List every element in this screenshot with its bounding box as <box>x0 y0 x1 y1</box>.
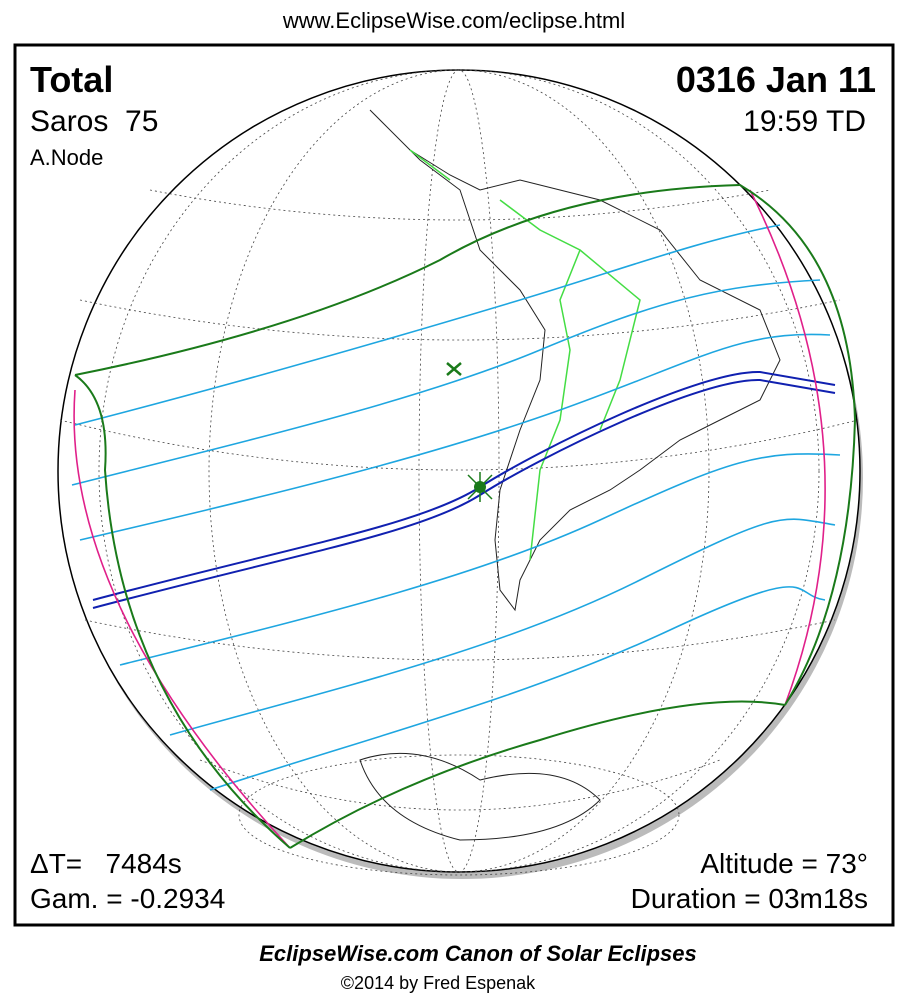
penumbra-limit <box>289 700 786 849</box>
rise-set-curve <box>749 189 826 706</box>
url: www.EclipseWise.com/eclipse.html <box>282 8 625 33</box>
path-limit <box>74 224 781 426</box>
meridian <box>208 69 710 873</box>
time: 19:59 TD <box>743 105 866 138</box>
path-limit <box>79 333 831 541</box>
path-limit <box>119 453 841 666</box>
penumbra-limit <box>739 184 857 706</box>
footer-title: EclipseWise.com Canon of Solar Eclipses <box>259 941 697 966</box>
parallel <box>238 754 680 876</box>
copyright: ©2014 by Fred Espenak <box>341 973 536 993</box>
penumbra-limit <box>74 184 741 376</box>
continent <box>369 109 781 612</box>
greatest-eclipse <box>467 472 493 502</box>
meridian <box>98 69 820 873</box>
gamma: Gam. = -0.2934 <box>30 883 225 914</box>
rise-set-curve <box>73 389 291 849</box>
path-limit <box>209 586 826 791</box>
date: 0316 Jan 11 <box>676 59 876 100</box>
meridian <box>418 69 500 873</box>
sub-solar-point <box>446 362 462 376</box>
path-limit <box>169 518 836 736</box>
parallel <box>149 189 771 221</box>
parallel <box>84 619 836 661</box>
duration: Duration = 03m18s <box>631 883 868 914</box>
altitude: Altitude = 73° <box>700 848 868 879</box>
eclipse-type: Total <box>30 59 113 100</box>
delta-t: ΔT= 7484s <box>30 848 182 879</box>
parallel <box>79 299 841 341</box>
borders <box>409 149 641 561</box>
penumbra-limit <box>74 374 291 849</box>
saros: Saros 75 <box>30 105 158 138</box>
continent <box>359 752 601 841</box>
node: A.Node <box>30 145 103 170</box>
globe <box>57 69 863 879</box>
globe-disc <box>57 69 861 873</box>
path-limit <box>71 279 821 486</box>
